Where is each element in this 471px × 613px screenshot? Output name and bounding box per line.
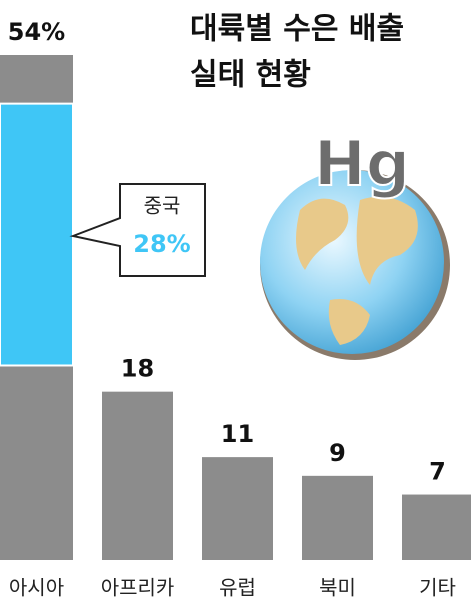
callout-label: 중국 xyxy=(144,194,181,218)
chart-title: 대륙별 수은 배출 xyxy=(190,12,404,47)
highlight-segment xyxy=(0,102,74,367)
value-label: 7 xyxy=(429,458,446,486)
chart-title: 실태 현황 xyxy=(190,58,311,93)
x-tick-label: 유럽 xyxy=(219,576,256,600)
bar xyxy=(102,391,173,560)
value-label: 54% xyxy=(8,18,65,46)
value-label: 9 xyxy=(329,439,346,467)
x-tick-label: 기타 xyxy=(419,576,456,600)
x-tick-label: 아시아 xyxy=(9,576,64,600)
land xyxy=(328,299,370,345)
globe-label: Hg xyxy=(314,127,410,200)
callout xyxy=(69,183,206,277)
value-label: 11 xyxy=(221,420,254,448)
x-tick-label: 북미 xyxy=(319,576,356,600)
globe: Hg xyxy=(260,126,450,360)
land xyxy=(356,196,418,285)
bar xyxy=(202,457,273,560)
land xyxy=(296,198,349,270)
value-label: 18 xyxy=(121,355,154,383)
bar xyxy=(402,494,471,560)
x-tick-label: 아프리카 xyxy=(101,576,175,600)
bar xyxy=(302,475,373,560)
callout-value: 28% xyxy=(133,230,190,258)
